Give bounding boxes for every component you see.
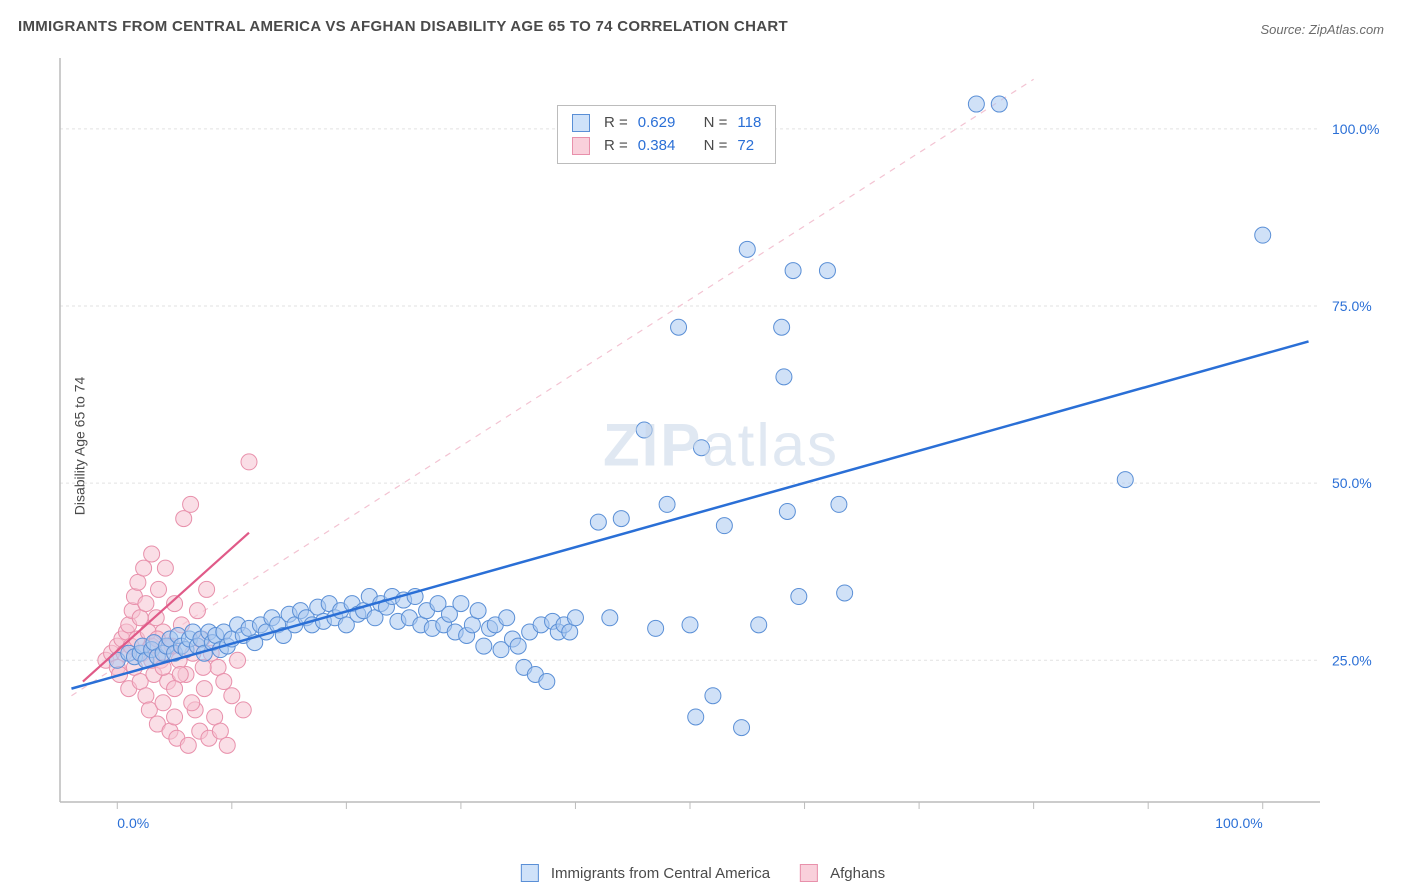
swatch-blue-icon bbox=[521, 864, 539, 882]
legend-bottom: Immigrants from Central America Afghans bbox=[521, 864, 885, 882]
legend-label: Immigrants from Central America bbox=[551, 865, 770, 882]
r-label: R = bbox=[604, 135, 628, 158]
n-label: N = bbox=[704, 135, 728, 158]
stats-box: R = 0.629 N = 118 R = 0.384 N = 72 bbox=[557, 105, 776, 164]
r-label: R = bbox=[604, 112, 628, 135]
scatter-plot: 25.0%50.0%75.0%100.0%0.0%100.0% ZIPatlas… bbox=[52, 50, 1390, 840]
plot-svg: 25.0% 50.0% 75.0% 100.0% 0.0% 100.0% bbox=[52, 50, 1390, 840]
swatch-blue-icon bbox=[572, 114, 590, 132]
source-credit: Source: ZipAtlas.com bbox=[1260, 22, 1384, 37]
n-value: 72 bbox=[737, 135, 754, 158]
stats-row: R = 0.384 N = 72 bbox=[572, 135, 761, 158]
stats-row: R = 0.629 N = 118 bbox=[572, 112, 761, 135]
svg-text:0.0%: 0.0% bbox=[117, 815, 149, 831]
chart-title: IMMIGRANTS FROM CENTRAL AMERICA VS AFGHA… bbox=[18, 18, 788, 35]
svg-text:25.0%: 25.0% bbox=[1332, 652, 1372, 668]
n-value: 118 bbox=[737, 112, 761, 135]
r-value: 0.384 bbox=[638, 135, 676, 158]
swatch-pink-icon bbox=[800, 864, 818, 882]
svg-text:75.0%: 75.0% bbox=[1332, 298, 1372, 314]
n-label: N = bbox=[704, 112, 728, 135]
legend-item: Afghans bbox=[800, 864, 885, 882]
r-value: 0.629 bbox=[638, 112, 676, 135]
legend-item: Immigrants from Central America bbox=[521, 864, 770, 882]
legend-label: Afghans bbox=[830, 865, 885, 882]
swatch-pink-icon bbox=[572, 137, 590, 155]
svg-text:100.0%: 100.0% bbox=[1332, 121, 1379, 137]
svg-text:50.0%: 50.0% bbox=[1332, 475, 1372, 491]
svg-text:100.0%: 100.0% bbox=[1215, 815, 1262, 831]
